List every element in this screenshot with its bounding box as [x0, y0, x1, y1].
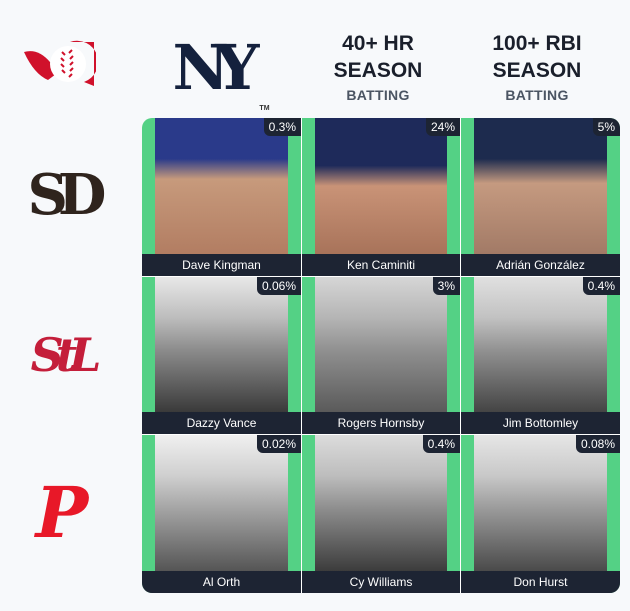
yankees-logo[interactable]: NY TM — [172, 22, 270, 113]
player-name: Adrián González — [461, 254, 620, 276]
player-photo — [315, 277, 447, 412]
grid-cell[interactable]: 0.4% Jim Bottomley — [461, 277, 620, 434]
player-name: Don Hurst — [461, 571, 620, 593]
cardinals-logo[interactable]: StL — [22, 305, 102, 405]
cardinals-logo-mark: StL — [30, 328, 102, 382]
player-photo — [155, 435, 288, 571]
rarity-badge: 3% — [432, 277, 460, 295]
player-photo — [315, 435, 447, 571]
phillies-logo-mark: P — [35, 470, 89, 554]
grid-cell[interactable]: 3% Rogers Hornsby — [302, 277, 460, 434]
player-photo — [155, 118, 288, 254]
player-photo — [155, 277, 288, 412]
rarity-badge: 24% — [425, 118, 460, 136]
player-name: Rogers Hornsby — [302, 412, 460, 434]
immaculate-grid-logo-icon — [24, 40, 99, 86]
player-name: Jim Bottomley — [461, 412, 620, 434]
padres-logo-mark: SD — [27, 162, 106, 228]
rarity-badge: 0.02% — [256, 435, 301, 453]
grid-cell[interactable]: 0.08% Don Hurst — [461, 435, 620, 593]
player-photo — [315, 118, 447, 254]
player-photo — [474, 118, 607, 254]
grid-cell[interactable]: 5% Adrián González — [461, 118, 620, 276]
player-photo — [474, 277, 607, 412]
column-title: 40+ HR SEASON — [333, 32, 423, 82]
column-header-40-hr: 40+ HR SEASON BATTING — [303, 30, 453, 103]
rarity-badge: 0.4% — [422, 435, 460, 453]
padres-logo[interactable]: SD — [22, 145, 106, 245]
grid-cell[interactable]: 0.06% Dazzy Vance — [142, 277, 301, 434]
player-name: Cy Williams — [302, 571, 460, 593]
player-name: Dazzy Vance — [142, 412, 301, 434]
rarity-badge: 0.3% — [263, 118, 301, 136]
rarity-badge: 0.08% — [575, 435, 620, 453]
column-header-100-rbi: 100+ RBI SEASON BATTING — [462, 30, 612, 103]
trademark: TM — [259, 105, 270, 112]
answer-grid: 0.3% Dave Kingman 24% Ken Caminiti 5% Adrián … — [142, 118, 620, 593]
grid-cell[interactable]: 0.02% Al Orth — [142, 435, 301, 593]
player-name: Dave Kingman — [142, 254, 301, 276]
rarity-badge: 0.4% — [582, 277, 620, 295]
rarity-badge: 5% — [592, 118, 620, 136]
grid-cell[interactable]: 24% Ken Caminiti — [302, 118, 460, 276]
player-photo — [474, 435, 607, 571]
player-name: Ken Caminiti — [302, 254, 460, 276]
phillies-logo[interactable]: P — [22, 462, 102, 562]
column-title: 100+ RBI SEASON — [492, 32, 582, 82]
column-subtitle: BATTING — [346, 87, 410, 103]
player-name: Al Orth — [142, 571, 301, 593]
yankees-logo-mark: NY — [172, 30, 259, 104]
rarity-badge: 0.06% — [256, 277, 301, 295]
column-subtitle: BATTING — [505, 87, 569, 103]
grid-cell[interactable]: 0.3% Dave Kingman — [142, 118, 301, 276]
grid-cell[interactable]: 0.4% Cy Williams — [302, 435, 460, 593]
